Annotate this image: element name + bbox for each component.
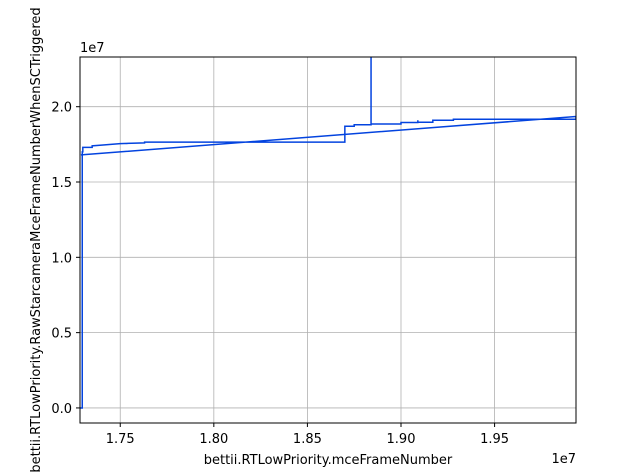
y-offset-label: 1e7 (80, 41, 105, 56)
ticks: 1.75 1.80 1.85 1.90 1.95 0.0 0.5 1.0 1.5 2.0 (51, 101, 509, 447)
plot-frame (79, 56, 577, 424)
y-tick-label: 1.0 (51, 251, 72, 266)
x-tick-label: 1.90 (387, 432, 416, 447)
y-tick-label: 0.0 (51, 402, 72, 417)
y-tick-label: 0.5 (51, 327, 72, 342)
plot-area (80, 57, 576, 423)
x-axis-label: bettii.RTLowPriority.mceFrameNumber (204, 453, 453, 468)
series-layer (80, 57, 576, 409)
series-line (80, 57, 576, 409)
x-tick-label: 1.75 (106, 432, 135, 447)
x-tick-label: 1.95 (480, 432, 509, 447)
x-tick-label: 1.80 (199, 432, 228, 447)
y-tick-label: 1.5 (51, 176, 72, 191)
grid (80, 57, 576, 423)
x-offset-label: 1e7 (551, 452, 576, 467)
y-tick-label: 2.0 (51, 101, 72, 116)
y-axis-label: bettii.RTLowPriority.RawStarcameraMceFra… (29, 7, 44, 472)
x-tick-label: 1.85 (293, 432, 322, 447)
